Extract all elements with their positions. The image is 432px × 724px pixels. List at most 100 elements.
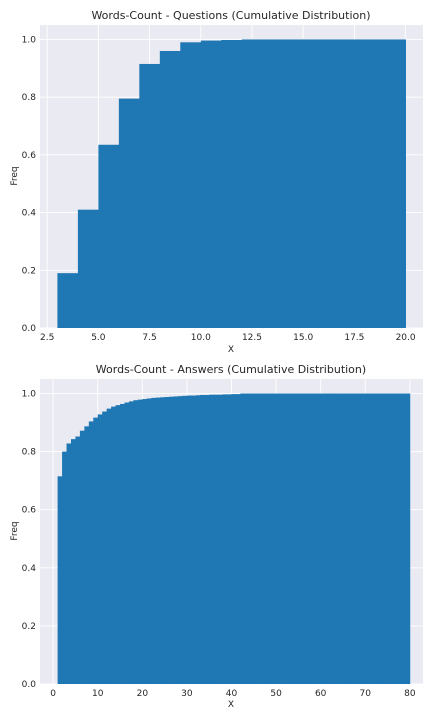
x-tick-label: 80 [404,689,416,699]
chart-title: Words-Count - Questions (Cumulative Dist… [91,9,370,22]
x-tick-label: 60 [315,689,327,699]
histogram-bar [249,394,254,684]
x-axis-label: X [228,700,234,710]
histogram-bar [89,421,94,684]
y-tick-label: 1.0 [22,35,37,45]
histogram-bar [356,394,361,684]
histogram-bar [201,41,222,328]
bars [58,394,411,684]
histogram-bar [374,394,379,684]
histogram-bar [396,394,401,684]
histogram-bar [324,39,345,328]
histogram-bar [147,398,152,684]
histogram-bar [285,394,290,684]
histogram-bar [120,404,125,684]
histogram-bar [303,39,324,328]
chart-questions-cumulative: Words-Count - Questions (Cumulative Dist… [10,9,423,355]
x-tick-label: 17.5 [344,333,364,343]
y-axis-label: Freq [10,166,20,185]
histogram-bar [116,405,121,684]
histogram-bar [221,40,242,328]
y-tick-label: 0.4 [22,564,37,574]
histogram-bar [405,394,410,684]
x-tick-label: 12.5 [242,333,262,343]
histogram-bar [75,437,80,684]
histogram-bar [160,51,181,328]
y-tick-label: 0.2 [22,622,36,632]
y-tick-label: 0.0 [22,324,37,334]
histogram-bar [102,412,107,684]
histogram-bar [156,398,161,684]
histogram-bar [191,396,196,684]
histogram-bar [138,400,143,684]
histogram-bar [209,395,214,684]
histogram-bar [321,394,326,684]
histogram-bar [182,396,187,684]
histogram-bar [242,39,263,328]
histogram-bar [84,426,89,684]
histogram-bar [232,394,237,684]
x-tick-label: 0 [50,689,56,699]
histogram-bar [124,403,129,684]
histogram-bar [283,39,304,328]
histogram-bar [71,439,76,684]
histogram-bar [218,395,223,684]
x-tick-label: 10.0 [191,333,211,343]
histogram-bar [57,273,78,328]
histogram-bar [325,394,330,684]
histogram-bar [330,394,335,684]
histogram-bar [187,396,192,684]
histogram-bar [205,395,210,684]
histogram-bar [62,452,67,684]
histogram-bar [80,431,85,684]
histogram-bar [200,395,205,684]
histogram-bar [289,394,294,684]
histogram-bar [174,396,179,684]
x-tick-label: 30 [181,689,193,699]
histogram-bar [388,394,393,684]
histogram-bar [352,394,357,684]
histogram-bar [267,394,272,684]
x-tick-label: 50 [270,689,282,699]
histogram-bar [316,394,321,684]
histogram-bar [160,397,165,684]
histogram-bar [254,394,259,684]
histogram-bar [223,394,228,684]
histogram-bar [107,409,112,684]
histogram-bar [93,418,98,684]
histogram-bar [214,395,219,684]
y-tick-label: 0.8 [22,448,37,458]
y-tick-label: 0.8 [22,93,37,103]
histogram-bar [344,39,365,328]
histogram-bar [272,394,277,684]
x-tick-label: 7.5 [142,333,156,343]
x-tick-label: 20.0 [396,333,416,343]
histogram-bar [78,210,99,328]
y-tick-label: 0.6 [22,506,37,516]
x-tick-label: 70 [360,689,372,699]
histogram-bar [240,394,245,684]
histogram-bar [236,394,241,684]
y-axis-label: Freq [10,521,20,540]
histogram-bar [169,397,174,684]
y-tick-label: 0.4 [22,209,37,219]
histogram-bar [258,394,263,684]
histogram-bar [370,394,375,684]
x-tick-label: 15.0 [293,333,313,343]
histogram-bar [227,394,232,684]
y-tick-label: 0.0 [22,680,37,690]
histogram-bar [365,394,370,684]
x-axis-label: X [228,345,234,355]
y-tick-label: 1.0 [22,390,37,400]
histogram-bar [334,394,339,684]
histogram-bar [347,394,352,684]
histogram-bar [129,401,134,684]
histogram-bar [196,395,201,684]
histogram-bar [361,394,366,684]
histogram-bar [401,394,406,684]
y-tick-label: 0.2 [22,266,36,276]
histogram-bar [58,476,63,684]
histogram-bar [303,394,308,684]
histogram-bar [312,394,317,684]
